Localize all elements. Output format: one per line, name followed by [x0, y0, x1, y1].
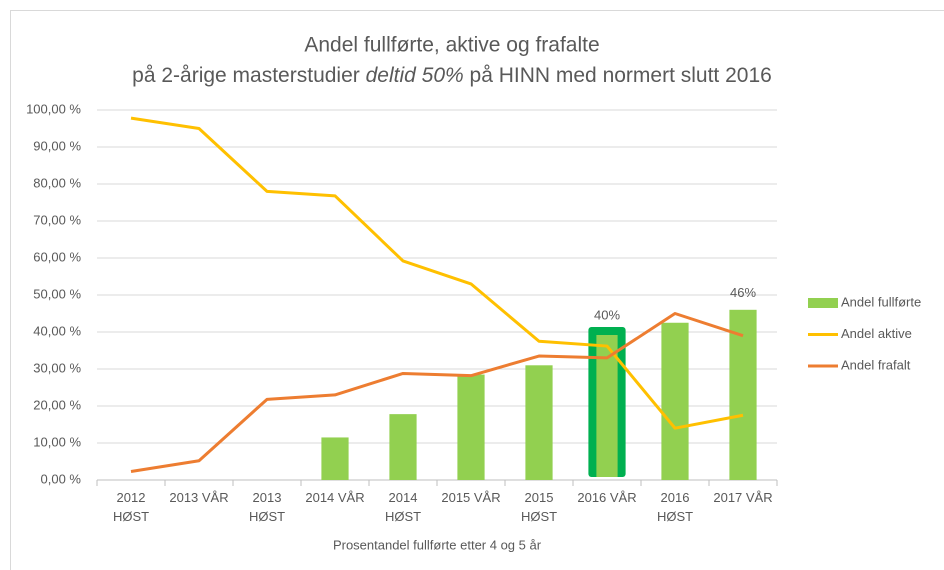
x-tick-line: 2013 VÅR — [169, 490, 228, 505]
x-tick-line: 2015 VÅR — [441, 490, 500, 505]
legend-label: Andel frafalt — [841, 357, 911, 372]
x-tick-label: 2015 VÅR — [441, 490, 500, 505]
bar — [729, 309, 757, 480]
x-tick-line: HØST — [385, 509, 421, 524]
y-tick-label: 30,00 % — [33, 360, 81, 375]
x-tick-line: 2015 — [525, 490, 554, 505]
line — [130, 312, 744, 473]
x-tick-line: 2012 — [117, 490, 146, 505]
y-tick-label: 100,00 % — [26, 101, 81, 116]
x-tick-label: 2017 VÅR — [713, 490, 772, 505]
data-label: 40% — [594, 307, 620, 322]
title-part: deltid 50% — [366, 64, 464, 87]
bar — [389, 414, 417, 480]
y-tick-label: 90,00 % — [33, 138, 81, 153]
title-part: på HINN med normert slutt 2016 — [464, 64, 772, 87]
x-tick-line: 2016 — [661, 490, 690, 505]
x-tick-label: 2014 HØST — [385, 490, 421, 524]
x-axis-label: Prosentandel fullførte etter 4 og 5 år — [333, 537, 542, 552]
bar — [661, 322, 689, 480]
x-tick-line: 2016 VÅR — [577, 490, 636, 505]
bar — [596, 335, 618, 477]
y-tick-label: 70,00 % — [33, 212, 81, 227]
y-tick-label: 80,00 % — [33, 175, 81, 190]
y-tick-label: 50,00 % — [33, 286, 81, 301]
x-tick-line: 2014 — [389, 490, 418, 505]
bar — [457, 374, 485, 480]
x-tick-label: 2014 VÅR — [305, 490, 364, 505]
y-tick-label: 60,00 % — [33, 249, 81, 264]
x-tick-label: 2013 VÅR — [169, 490, 228, 505]
title-part: på 2-årige masterstudier — [132, 64, 365, 87]
chart-title: Andel fullførte, aktive og frafalte — [304, 34, 599, 57]
bar — [525, 365, 553, 480]
x-tick-label: 2012 HØST — [113, 490, 149, 524]
legend-label: Andel fullførte — [841, 294, 921, 309]
x-tick-line: 2017 VÅR — [713, 490, 772, 505]
x-tick-label: 2016 VÅR — [577, 490, 636, 505]
x-tick-label: 2015 HØST — [521, 490, 557, 524]
x-tick-line: HØST — [113, 509, 149, 524]
x-tick-line: 2014 VÅR — [305, 490, 364, 505]
bar — [321, 437, 349, 480]
y-tick-label: 0,00 % — [41, 471, 82, 486]
y-tick-label: 10,00 % — [33, 434, 81, 449]
legend-swatch — [808, 298, 838, 308]
x-tick-label: 2016 HØST — [657, 490, 693, 524]
y-tick-label: 40,00 % — [33, 323, 81, 338]
legend-label: Andel aktive — [841, 326, 912, 341]
data-label: 46% — [730, 285, 756, 300]
line — [130, 116, 744, 430]
x-tick-line: HØST — [657, 509, 693, 524]
x-tick-label: 2013 HØST — [249, 490, 285, 524]
x-tick-line: 2013 — [253, 490, 282, 505]
x-tick-line: HØST — [521, 509, 557, 524]
chart-subtitle: på 2-årige masterstudier deltid 50% på H… — [132, 64, 772, 87]
y-tick-label: 20,00 % — [33, 397, 81, 412]
x-tick-line: HØST — [249, 509, 285, 524]
